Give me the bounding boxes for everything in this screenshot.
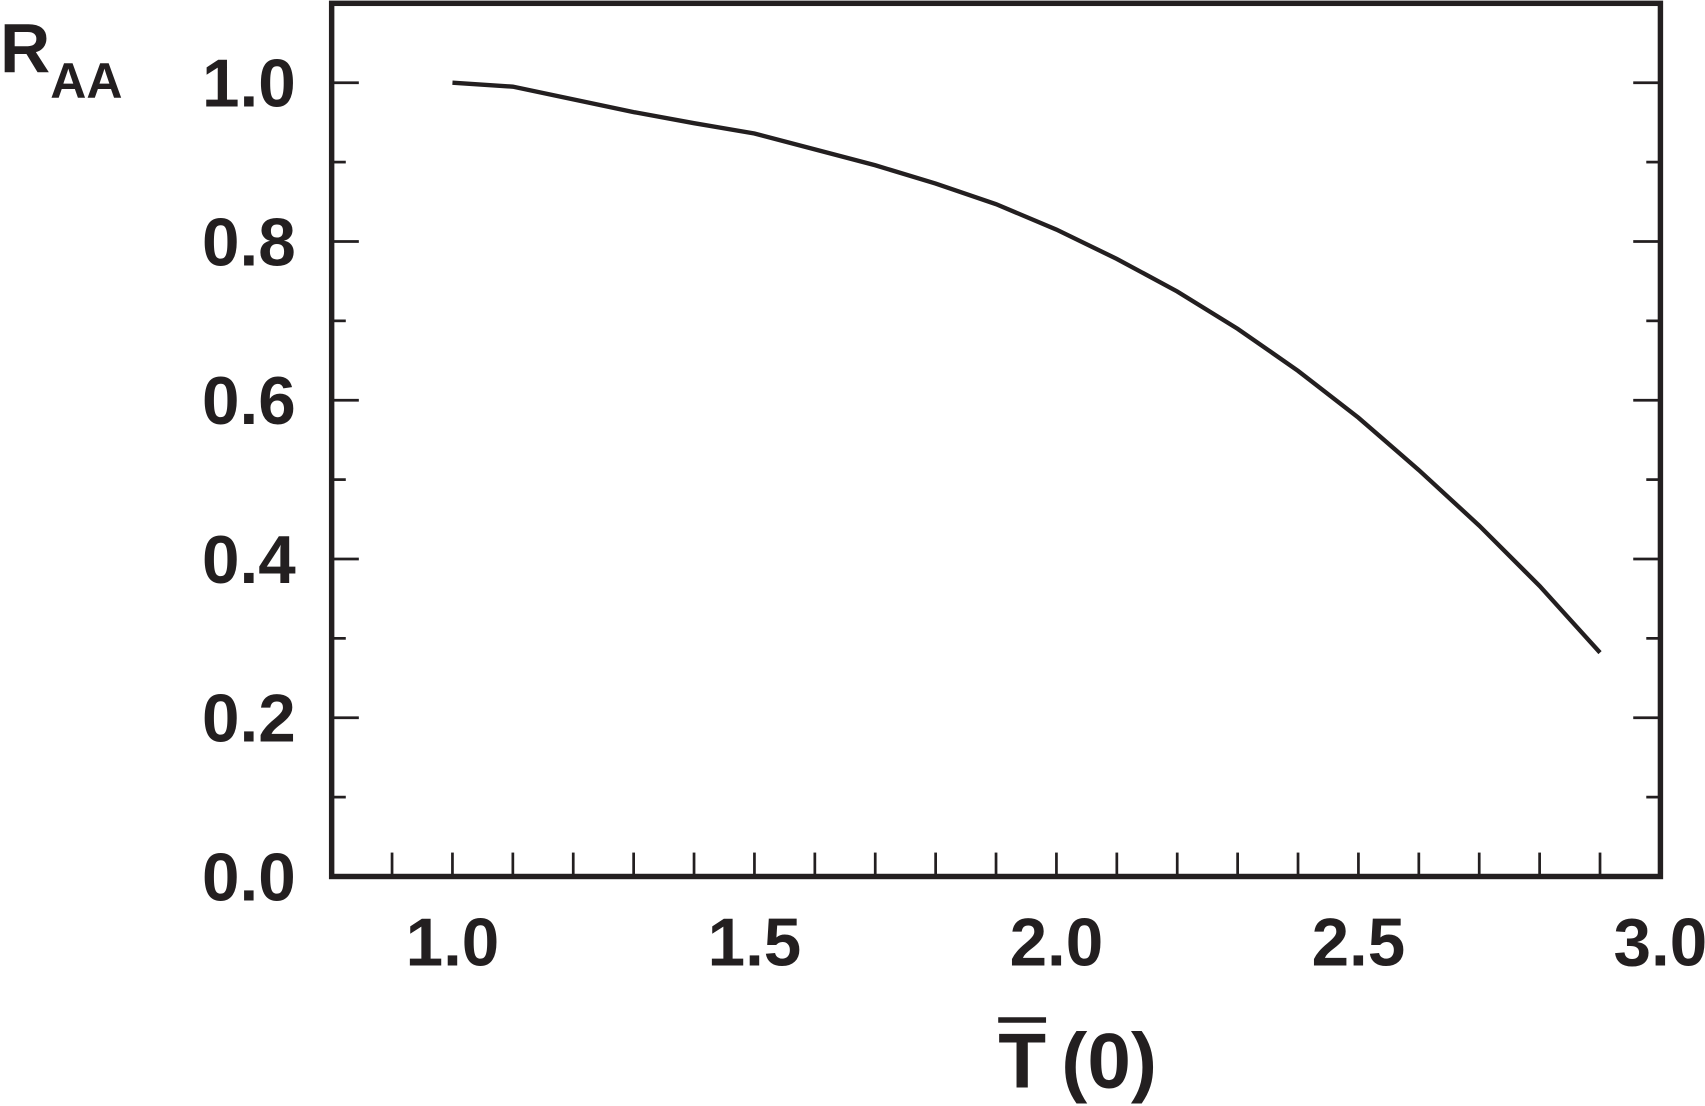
y-tick-label: 0.6 [202, 364, 296, 439]
data-line [452, 80, 1602, 655]
x-tick-label: 1.0 [406, 906, 500, 981]
y-tick-label: 0.2 [202, 682, 296, 757]
x-label-symbol: T [998, 1016, 1046, 1104]
x-tick-label: 2.0 [1010, 906, 1104, 981]
x-axis-label: T (0) [998, 1016, 1157, 1104]
y-tick-label: 1.0 [202, 47, 296, 122]
y-tick-label: 0.4 [202, 523, 296, 598]
y-tick-label: 0.0 [202, 840, 296, 915]
plot-frame [328, 0, 1664, 880]
x-tick-label: 1.5 [708, 906, 802, 981]
y-tick-label: 0.8 [202, 205, 296, 280]
x-tick-label: 2.5 [1312, 906, 1406, 981]
x-tick-label: 3.0 [1614, 906, 1705, 981]
y-label-sub: AA [50, 53, 122, 109]
y-label-main: R [0, 9, 50, 87]
x-label-rest: (0) [1061, 1016, 1157, 1104]
y-axis-label: RAA [0, 9, 122, 109]
